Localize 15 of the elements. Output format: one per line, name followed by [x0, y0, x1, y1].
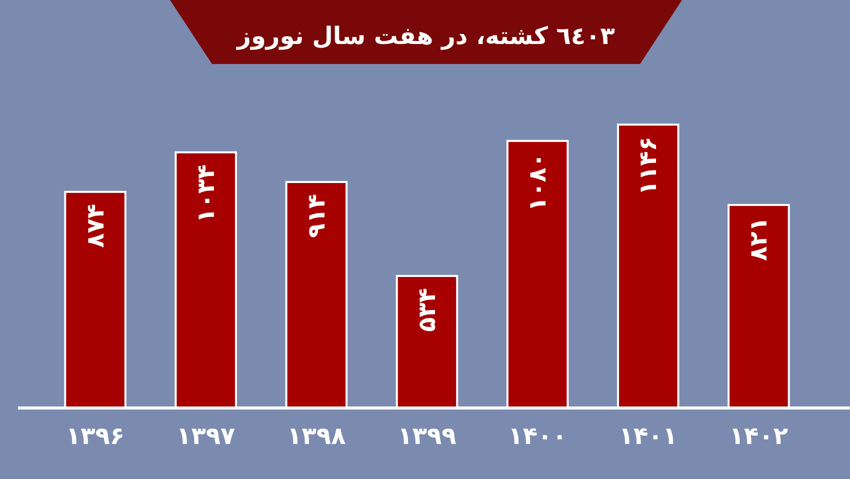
x-tick-label: ۱۳۹۶: [66, 422, 125, 450]
data-label: ۱۰۸۰: [524, 152, 552, 212]
x-tick-label: ۱۳۹۸: [287, 422, 346, 450]
data-label: ۱۰۳۴: [192, 164, 220, 223]
text: ٦٤٠٣ کشته، در هفت سال نوروز: [236, 22, 616, 50]
data-label: ۵۳۴: [413, 288, 441, 332]
data-label: ۸۷۴: [81, 204, 110, 248]
x-tick-label: ۱۴۰۱: [618, 422, 678, 450]
x-tick-label: ۱۳۹۹: [398, 422, 457, 450]
data-label: ۸۲۱: [744, 216, 773, 261]
x-tick-label: ۱۳۹۷: [176, 422, 236, 450]
x-tick-label: ۱۴۰۰: [508, 422, 567, 450]
data-label: ۱۱۴۶: [634, 136, 662, 196]
x-tick-label: ۱۴۰۲: [729, 422, 788, 450]
data-label: ۹۱۴: [302, 194, 330, 238]
